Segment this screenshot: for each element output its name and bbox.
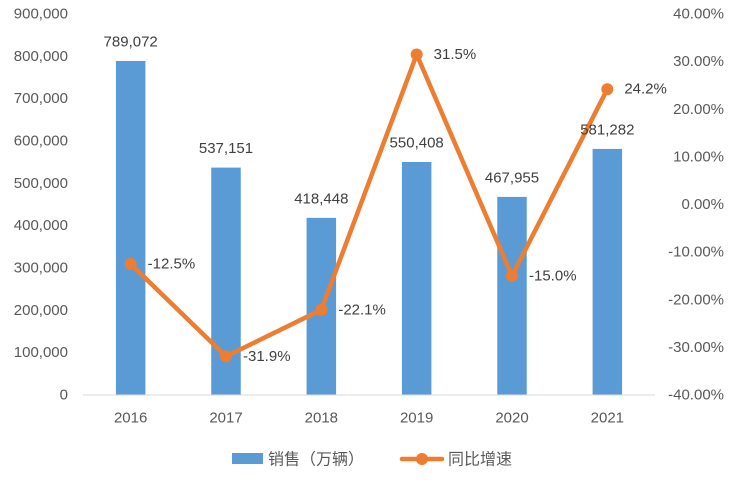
x-axis-category-label: 2017 <box>209 410 242 427</box>
left-axis-tick-label: 600,000 <box>14 133 68 150</box>
left-axis-tick-label: 900,000 <box>14 6 68 23</box>
bar-data-label: 581,282 <box>580 121 634 138</box>
growth-marker-2016 <box>124 258 137 271</box>
x-axis-category-label: 2019 <box>400 410 433 427</box>
growth-marker-2017 <box>220 350 232 363</box>
legend-bar-swatch <box>232 453 263 464</box>
line-data-label: -15.0% <box>529 267 577 284</box>
growth-line-series <box>124 48 614 363</box>
sales-bar-2021 <box>592 148 623 395</box>
sales-bar-2019 <box>401 161 432 395</box>
right-axis-tick-label: -10.00% <box>668 244 724 261</box>
right-axis-tick-label: 0.00% <box>681 196 724 213</box>
left-axis-tick-label: 500,000 <box>14 175 68 192</box>
left-axis-tick-label: 200,000 <box>14 302 68 319</box>
left-y-axis: 0 100,000 200,000 300,000 400,000 500,000 600,… <box>14 6 68 404</box>
left-axis-tick-label: 100,000 <box>14 344 68 361</box>
right-axis-tick-label: -30.00% <box>668 339 724 356</box>
legend-label-sales: 销售（万辆） <box>268 450 364 469</box>
sales-bar-2016 <box>115 60 146 395</box>
bar-data-label: 418,448 <box>294 190 348 207</box>
line-data-label: -12.5% <box>148 256 196 273</box>
x-axis-categories: 2016 2017 2018 2019 2020 2021 <box>114 410 624 427</box>
legend-item-growth: 同比增速 <box>399 450 512 469</box>
growth-marker-2018 <box>315 303 328 316</box>
bar-data-label: 467,955 <box>485 169 539 186</box>
right-y-axis: -40.00% -30.00% -20.00% -10.00% 0.00% 10.00% 2… <box>668 6 724 404</box>
left-axis-tick-label: 800,000 <box>14 48 68 65</box>
bar-data-label: 537,151 <box>199 140 253 157</box>
line-data-label: -31.9% <box>243 348 291 365</box>
bar-data-labels: 789,072 537,151 418,448 550,408 467,955 581,2… <box>104 33 635 207</box>
left-axis-tick-label: 0 <box>60 387 68 404</box>
left-axis-tick-label: 300,000 <box>14 260 68 277</box>
x-axis-category-label: 2016 <box>114 410 147 427</box>
sales-bar-2020 <box>497 196 527 395</box>
right-axis-tick-label: 30.00% <box>673 53 724 70</box>
right-axis-tick-label: 10.00% <box>673 148 724 165</box>
x-axis-category-label: 2020 <box>495 410 528 427</box>
legend-label-growth: 同比增速 <box>448 450 512 469</box>
right-axis-tick-label: -40.00% <box>668 387 724 404</box>
growth-marker-2021 <box>601 83 614 96</box>
line-data-labels: -12.5% -31.9% -22.1% 31.5% -15.0% 24.2% <box>148 46 667 365</box>
left-axis-tick-label: 400,000 <box>14 217 68 234</box>
legend: 销售（万辆） 同比增速 <box>232 450 512 469</box>
bar-data-label: 550,408 <box>390 134 444 151</box>
legend-marker-swatch <box>416 453 428 465</box>
bar-data-label: 789,072 <box>104 33 158 50</box>
line-data-label: -22.1% <box>338 301 386 318</box>
growth-marker-2019 <box>410 48 423 61</box>
right-axis-tick-label: 20.00% <box>673 101 724 118</box>
x-axis-category-label: 2018 <box>305 410 338 427</box>
growth-marker-2020 <box>506 269 518 282</box>
x-axis-category-label: 2021 <box>591 410 624 427</box>
line-data-label: 31.5% <box>434 46 477 63</box>
growth-rate-line <box>128 52 610 359</box>
right-axis-tick-label: -20.00% <box>668 291 724 308</box>
sales-bar-series <box>115 60 623 395</box>
line-data-label: 24.2% <box>624 81 667 98</box>
left-axis-tick-label: 700,000 <box>14 90 68 107</box>
right-axis-tick-label: 40.00% <box>673 6 724 23</box>
legend-item-sales: 销售（万辆） <box>232 450 364 469</box>
